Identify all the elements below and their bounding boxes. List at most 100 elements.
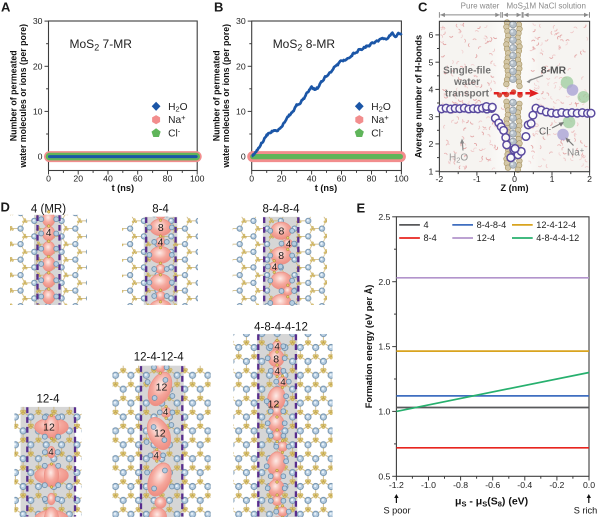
svg-text:H2O: H2O [449,153,468,165]
svg-text:Number of permeated: Number of permeated [8,50,18,141]
svg-text:Cl-: Cl- [371,127,384,140]
svg-text:S rich: S rich [574,506,598,516]
svg-text:1.0: 1.0 [378,407,390,417]
svg-text:Cl-: Cl- [168,127,181,140]
svg-text:2: 2 [587,174,592,184]
svg-text:12-4: 12-4 [477,233,495,243]
svg-text:0.5: 0.5 [378,471,390,481]
svg-text:12-4-12-4: 12-4-12-4 [134,352,184,364]
svg-text:Single-file: Single-file [443,66,491,77]
svg-text:1M NaCl solution: 1M NaCl solution [525,2,586,11]
svg-text:12: 12 [156,382,168,394]
svg-text:-0.2: -0.2 [549,480,564,490]
svg-text:-0.6: -0.6 [485,480,500,490]
svg-text:12-4: 12-4 [36,394,60,406]
svg-text:4: 4 [154,451,159,462]
svg-text:8-4: 8-4 [152,204,169,216]
svg-text:8: 8 [273,353,279,365]
svg-text:H2O: H2O [168,102,188,114]
svg-text:4 (MR): 4 (MR) [31,204,66,216]
svg-text:0: 0 [249,174,254,184]
svg-text:H2O: H2O [371,102,391,114]
svg-text:Z (nm): Z (nm) [500,183,528,193]
svg-text:8: 8 [278,250,284,262]
svg-text:-1: -1 [473,174,481,184]
svg-text:0: 0 [512,174,517,184]
svg-text:4: 4 [272,262,277,273]
svg-text:4: 4 [158,237,164,248]
svg-text:Average number of H-bonds: Average number of H-bonds [413,35,423,158]
svg-text:8-4: 8-4 [424,233,437,243]
svg-text:Pure water: Pure water [461,2,500,11]
svg-text:4: 4 [424,220,429,230]
svg-text:30: 30 [236,16,246,26]
svg-text:6: 6 [429,30,434,40]
svg-text:2.0: 2.0 [378,277,390,287]
svg-text:10: 10 [236,107,246,117]
svg-text:8-4-8-4: 8-4-8-4 [477,220,507,230]
svg-text:40: 40 [103,174,113,184]
svg-text:-1.2: -1.2 [389,480,404,490]
svg-text:20: 20 [277,174,287,184]
svg-text:MoS2 8-MR: MoS2 8-MR [273,37,336,53]
svg-text:8: 8 [278,225,284,237]
svg-text:60: 60 [133,174,143,184]
svg-text:4: 4 [429,85,434,95]
svg-text:4-8-4-4-12: 4-8-4-4-12 [536,233,579,243]
svg-text:12: 12 [154,428,166,440]
svg-text:t (ns): t (ns) [112,183,134,193]
svg-text:8-MR: 8-MR [541,66,567,77]
svg-text:60: 60 [337,174,347,184]
svg-text:100: 100 [190,174,205,184]
svg-text:E: E [357,201,366,216]
svg-text:Cl-: Cl- [539,125,551,138]
svg-text:Number of permeated: Number of permeated [212,50,222,141]
svg-text:20: 20 [236,61,246,71]
svg-text:0: 0 [46,174,51,184]
svg-text:2: 2 [429,139,434,149]
svg-text:4: 4 [275,366,280,377]
svg-text:4: 4 [280,377,285,388]
svg-text:1: 1 [429,166,434,176]
svg-text:4: 4 [286,239,291,250]
svg-text:5: 5 [429,57,434,67]
svg-text:8: 8 [158,222,164,234]
svg-text:4: 4 [163,407,168,418]
svg-text:0: 0 [38,152,43,162]
svg-text:D: D [1,200,10,215]
svg-text:4: 4 [48,447,53,458]
svg-text:12-4-12-4: 12-4-12-4 [536,220,576,230]
svg-text:12: 12 [43,422,55,434]
svg-text:water: water [453,77,480,88]
svg-text:water molecules or ions (per p: water molecules or ions (per pore) [18,24,28,169]
svg-text:2.5: 2.5 [378,212,390,222]
svg-text:water molecules or ions (per p: water molecules or ions (per pore) [221,24,231,169]
svg-text:0: 0 [241,152,246,162]
svg-text:1: 1 [550,174,555,184]
svg-text:4: 4 [275,342,280,353]
svg-text:40: 40 [307,174,317,184]
svg-text:100: 100 [394,174,409,184]
svg-text:10: 10 [33,107,43,117]
svg-text:MoS2 7-MR: MoS2 7-MR [70,37,133,53]
svg-text:-0.4: -0.4 [517,480,532,490]
svg-text:0.0: 0.0 [583,480,595,490]
svg-text:4-8-4-4-12: 4-8-4-4-12 [254,322,308,334]
svg-text:S poor: S poor [383,506,410,516]
svg-text:t (ns): t (ns) [315,183,337,193]
svg-text:μS - μS(S8) (eV): μS - μS(S8) (eV) [455,496,528,509]
svg-text:C: C [418,0,428,15]
svg-text:20: 20 [73,174,83,184]
svg-text:30: 30 [33,16,43,26]
svg-text:-1.0: -1.0 [421,480,436,490]
svg-text:A: A [1,0,11,15]
svg-text:20: 20 [33,61,43,71]
svg-text:80: 80 [163,174,173,184]
svg-text:4: 4 [46,228,52,239]
svg-text:Formation energy (eV per Å): Formation energy (eV per Å) [364,285,374,409]
svg-text:12: 12 [268,399,280,411]
svg-text:MoS2: MoS2 [507,2,527,12]
svg-text:-0.8: -0.8 [453,480,468,490]
svg-text:3: 3 [429,112,434,122]
svg-text:80: 80 [367,174,377,184]
